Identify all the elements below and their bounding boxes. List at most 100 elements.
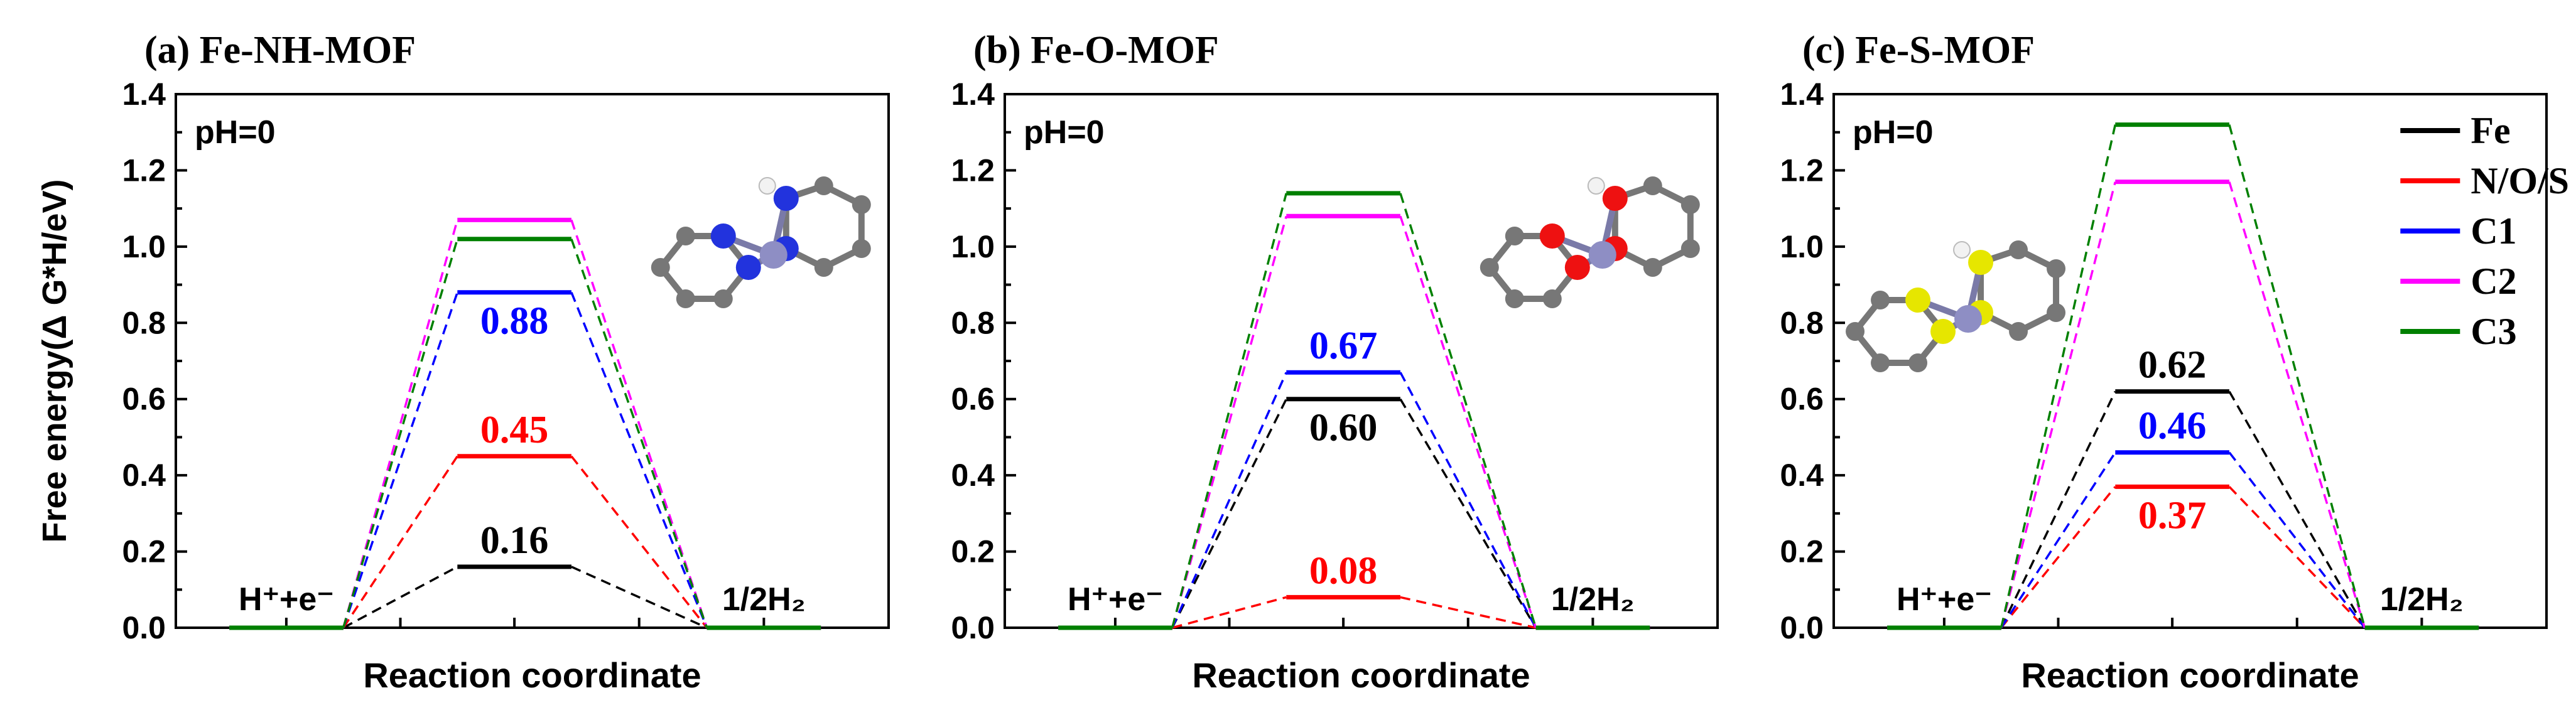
- atom-carbon: [852, 195, 871, 214]
- atom-carbon: [676, 227, 695, 245]
- panel-0: (a) Fe-NH-MOF 0.0 0.2 0.4 0.6 0.8 1.0 1.2 1.4 Rea…: [36, 29, 890, 695]
- connector-C1: [570, 292, 708, 628]
- atom-fe: [1954, 305, 1983, 333]
- connector-N/O/S: [1400, 596, 1536, 629]
- atom-carbon: [2047, 259, 2066, 278]
- connector-N/O/S: [570, 455, 708, 629]
- state-label-initial: H⁺+e⁻: [1068, 581, 1163, 618]
- connector-C2: [2228, 181, 2366, 628]
- connector-C2: [570, 219, 708, 628]
- atom-carbon: [1680, 239, 1700, 258]
- connector-C2: [1171, 215, 1288, 628]
- y-tick-label: 1.4: [1780, 77, 1824, 112]
- state-label-final: 1/2H₂: [1551, 581, 1635, 618]
- atom-carbon: [1871, 353, 1890, 372]
- connector-C2: [342, 219, 459, 628]
- atom-fe: [759, 241, 787, 269]
- connector-C3: [2228, 124, 2366, 628]
- y-tick-label: 0.6: [122, 382, 166, 417]
- x-axis-label: Reaction coordinate: [2021, 655, 2359, 695]
- connector-Fe: [571, 566, 708, 629]
- y-tick-label: 0.0: [951, 610, 995, 645]
- connector-C2: [2000, 181, 2117, 628]
- panel-title: (b) Fe-O-MOF: [973, 29, 1219, 72]
- connector-Fe: [1171, 398, 1287, 628]
- x-axis-label: Reaction coordinate: [1192, 655, 1530, 695]
- legend-label-Fe: Fe: [2470, 110, 2510, 151]
- atom-hetero: [710, 223, 736, 249]
- ph-annotation: pH=0: [1853, 114, 1934, 151]
- y-tick-label: 0.4: [951, 458, 995, 493]
- molecule-structure-image: [1846, 240, 2066, 372]
- data-label-N/O/S: 0.08: [1309, 549, 1378, 592]
- panel-2: (c) Fe-S-MOF 0.0 0.2 0.4 0.6 0.8 1.0 1.2 1.4 Reac…: [1780, 29, 2569, 695]
- atom-carbon: [2047, 303, 2066, 322]
- x-axis-label: Reaction coordinate: [363, 655, 701, 695]
- atom-hetero: [1930, 319, 1956, 344]
- atom-carbon: [1680, 195, 1700, 214]
- atom-carbon: [814, 258, 833, 277]
- y-tick-label: 1.0: [1780, 229, 1824, 264]
- state-label-final: 1/2H₂: [722, 581, 806, 618]
- y-tick-label: 0.4: [122, 458, 166, 493]
- data-label-C1: 0.88: [480, 300, 549, 343]
- atom-hydrogen: [1587, 177, 1605, 195]
- y-tick-label: 0.8: [951, 305, 995, 340]
- y-tick-label: 1.2: [1780, 153, 1824, 188]
- connector-C1: [1399, 372, 1537, 628]
- connector-C1: [2228, 451, 2366, 629]
- y-tick-label: 1.2: [122, 153, 166, 188]
- connector-N/O/S: [1172, 596, 1287, 629]
- y-tick-label: 0.0: [1780, 610, 1824, 645]
- legend-label-C1: C1: [2470, 210, 2516, 252]
- molecule-structure-image: [651, 176, 871, 308]
- atom-carbon: [1908, 353, 1928, 372]
- y-tick-label: 0.2: [122, 534, 166, 569]
- y-axis-label: Free energy(Δ G*H/eV): [36, 180, 73, 543]
- atom-carbon: [651, 258, 670, 277]
- state-label-initial: H⁺+e⁻: [1897, 581, 1992, 618]
- data-label-N/O/S: 0.37: [2138, 494, 2207, 537]
- data-label-Fe: 0.62: [2138, 344, 2207, 387]
- legend-label-C3: C3: [2470, 311, 2516, 352]
- atom-carbon: [1505, 227, 1524, 245]
- connector-C3: [342, 239, 459, 628]
- legend-label-N/O/S: N/O/S: [2470, 160, 2569, 202]
- atom-carbon: [2009, 322, 2028, 341]
- y-tick-label: 0.2: [951, 534, 995, 569]
- connector-Fe: [2000, 390, 2116, 628]
- connector-C1: [2000, 451, 2116, 628]
- ph-annotation: pH=0: [195, 114, 276, 151]
- atom-hetero: [735, 255, 761, 280]
- connector-C3: [1399, 193, 1537, 628]
- atom-carbon: [852, 239, 871, 258]
- y-tick-label: 0.0: [122, 610, 166, 645]
- panel-title: (c) Fe-S-MOF: [1802, 29, 2035, 72]
- molecule-structure-image: [1480, 176, 1700, 308]
- atom-hetero: [1968, 250, 1994, 275]
- connector-Fe: [2228, 390, 2366, 628]
- y-tick-label: 0.6: [951, 382, 995, 417]
- connector-C1: [342, 292, 458, 628]
- y-tick-label: 1.4: [951, 77, 995, 112]
- y-tick-label: 1.4: [122, 77, 166, 112]
- y-tick-label: 0.2: [1780, 534, 1824, 569]
- atom-carbon: [1643, 258, 1662, 277]
- y-tick-label: 0.8: [122, 305, 166, 340]
- connector-C3: [2000, 124, 2117, 628]
- atom-carbon: [676, 289, 695, 308]
- atom-carbon: [1846, 322, 1865, 341]
- atom-carbon: [2009, 240, 2028, 259]
- atom-carbon: [814, 176, 833, 195]
- atom-hydrogen: [758, 177, 776, 195]
- atom-hydrogen: [1953, 241, 1971, 259]
- atom-carbon: [1480, 258, 1499, 277]
- y-tick-label: 1.0: [951, 229, 995, 264]
- connector-C1: [1171, 372, 1287, 628]
- connector-Fe: [1399, 398, 1537, 628]
- data-label-N/O/S: 0.45: [480, 409, 549, 451]
- data-label-C1: 0.67: [1309, 325, 1378, 367]
- atom-carbon: [713, 289, 733, 308]
- atom-fe: [1588, 241, 1616, 269]
- data-label-Fe: 0.16: [480, 519, 549, 562]
